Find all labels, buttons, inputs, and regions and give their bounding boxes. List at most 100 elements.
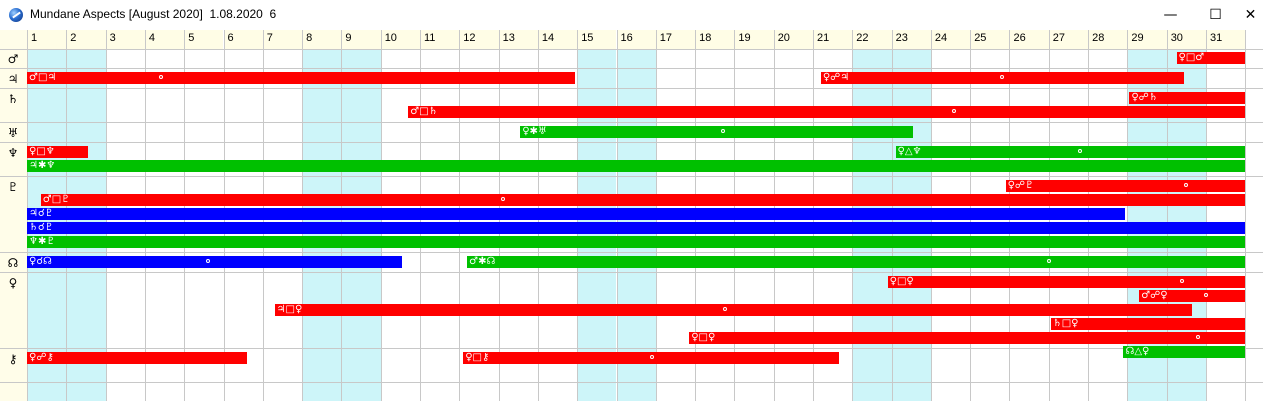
day-header-cell	[302, 30, 342, 49]
aspect-bar-label: ♀☍⚷	[29, 352, 54, 363]
day-header-label: 18	[699, 32, 712, 44]
day-header-cell	[852, 30, 892, 49]
aspect-bar[interactable]: ♂☍♀	[1139, 290, 1246, 302]
window-title: Mundane Aspects [August 2020] 1.08.2020 …	[30, 7, 277, 21]
day-header-label: 29	[1131, 32, 1144, 44]
planet-label-chiron: ⚷	[8, 352, 18, 366]
maximize-button[interactable]: ☐	[1209, 7, 1222, 23]
day-header-label: 15	[581, 32, 594, 44]
grid-line-vertical	[1206, 30, 1207, 401]
aspect-bar[interactable]: ♄☌♇	[27, 222, 1246, 234]
day-header-cell	[1088, 30, 1128, 49]
aspect-bar-label: ♆✱♇	[29, 236, 56, 247]
aspect-bar[interactable]: ♀□⚷	[463, 352, 839, 364]
day-header-cell	[1206, 30, 1246, 49]
aspect-bar[interactable]: ♀☍♇	[1005, 180, 1246, 192]
grid-line-horizontal	[0, 122, 1263, 123]
aspect-bar[interactable]: ♀✱♅	[520, 126, 914, 138]
aspect-bar-label: ☊△♀	[1125, 346, 1150, 357]
aspect-bar[interactable]: ♂□♄	[408, 106, 1246, 118]
grid-line-horizontal	[0, 68, 1263, 69]
aspect-bar-label: ♀□♀	[691, 332, 716, 343]
grid-line-vertical	[1167, 30, 1168, 401]
planet-label-neptune: ♆	[7, 146, 19, 160]
aspect-bar[interactable]: ♀☍♃	[820, 72, 1185, 84]
day-header-cell	[380, 30, 420, 49]
aspect-bar[interactable]: ♃□♀	[274, 304, 1193, 316]
aspect-bar-label: ♂□♄	[410, 106, 438, 117]
exact-aspect-marker	[1196, 335, 1201, 339]
day-header-cell	[184, 30, 224, 49]
day-header-label: 26	[1013, 32, 1026, 44]
title-bar: Mundane Aspects [August 2020] 1.08.2020 …	[0, 0, 1263, 30]
aspect-bar[interactable]: ♃✱♆	[27, 160, 1246, 172]
aspect-bar-label: ♄□♀	[1052, 318, 1079, 329]
day-header-cell	[341, 30, 381, 49]
day-header-cell	[262, 30, 303, 49]
aspect-bar[interactable]: ♀☍⚷	[27, 352, 248, 364]
aspect-bar[interactable]: ♂□♃	[27, 72, 576, 84]
aspect-bar[interactable]: ♄□♀	[1050, 318, 1246, 330]
day-header-label: 27	[1052, 32, 1066, 44]
aspect-bar[interactable]: ♀□♆	[27, 146, 88, 158]
day-header-label: 1	[31, 32, 38, 44]
aspect-bar-label: ♀□♂	[1178, 52, 1205, 63]
aspect-bar[interactable]: ♀☍♄	[1129, 92, 1246, 104]
exact-aspect-marker	[1180, 279, 1185, 283]
planet-label-node: ☊	[7, 256, 19, 270]
grid-line-vertical	[1245, 30, 1246, 401]
exact-aspect-marker	[999, 75, 1004, 79]
aspect-bar-label: ♀△♆	[897, 146, 922, 157]
aspect-bar[interactable]: ♀□♀	[689, 332, 1246, 344]
day-header-label: 6	[227, 32, 234, 44]
planet-label-mars: ♂	[7, 52, 19, 66]
day-header-label: 10	[384, 32, 397, 44]
day-header-cell	[420, 30, 460, 49]
exact-aspect-marker	[1046, 259, 1051, 263]
day-header-cell	[734, 30, 774, 49]
day-header-label: 13	[502, 32, 515, 44]
grid-line-horizontal	[0, 272, 1263, 273]
grid-line-horizontal	[0, 348, 1263, 349]
planet-label-saturn: ♄	[7, 92, 19, 106]
grid-line-horizontal	[0, 252, 1263, 253]
day-header-cell	[459, 30, 499, 49]
aspect-bar-label: ♂□♇	[42, 194, 71, 205]
aspect-bar-label: ♂✱☊	[469, 256, 496, 267]
day-header-label: 9	[345, 32, 352, 44]
aspect-bar-label: ♀☌☊	[29, 256, 52, 267]
aspect-bar[interactable]: ♂□♇	[40, 194, 1246, 206]
day-header-label: 8	[306, 32, 313, 44]
minimize-button[interactable]: —	[1163, 7, 1178, 23]
aspect-bar[interactable]: ♀△♆	[895, 146, 1246, 158]
aspect-bar[interactable]: ♆✱♇	[27, 236, 1246, 248]
day-header-cell	[616, 30, 656, 49]
grid-line-vertical	[1127, 30, 1128, 401]
aspect-bar-label: ♃☌♇	[29, 208, 54, 219]
aspect-bar-label: ♀☍♄	[1131, 92, 1158, 103]
aspect-bar[interactable]: ♀□♀	[887, 276, 1246, 288]
day-header-label: 7	[266, 32, 273, 44]
exact-aspect-marker	[952, 109, 957, 113]
day-header-label: 11	[424, 32, 436, 44]
day-header-label: 20	[777, 32, 790, 44]
aspect-bar[interactable]: ♃☌♇	[27, 208, 1126, 220]
exact-aspect-marker	[1078, 149, 1083, 153]
exact-aspect-marker	[1184, 183, 1189, 187]
planet-label-uranus: ♅	[7, 126, 19, 140]
aspect-bar-label: ♀☍♃	[822, 72, 850, 83]
aspect-bar-label: ♂□♃	[29, 72, 57, 83]
day-header-cell	[1048, 30, 1089, 49]
day-header-cell	[970, 30, 1010, 49]
planet-column	[0, 30, 27, 401]
day-header-label: 30	[1170, 32, 1183, 44]
close-button[interactable]: ✕	[1244, 7, 1257, 23]
exact-aspect-marker	[720, 129, 725, 133]
day-header-label: 24	[934, 32, 948, 44]
day-header-cell	[27, 30, 67, 49]
aspect-bar[interactable]: ♀□♂	[1176, 52, 1246, 64]
aspect-bar[interactable]: ☊△♀	[1123, 346, 1246, 358]
aspect-bar[interactable]: ♂✱☊	[467, 256, 1246, 268]
aspect-bar[interactable]: ♀☌☊	[27, 256, 403, 268]
exact-aspect-marker	[205, 259, 210, 263]
